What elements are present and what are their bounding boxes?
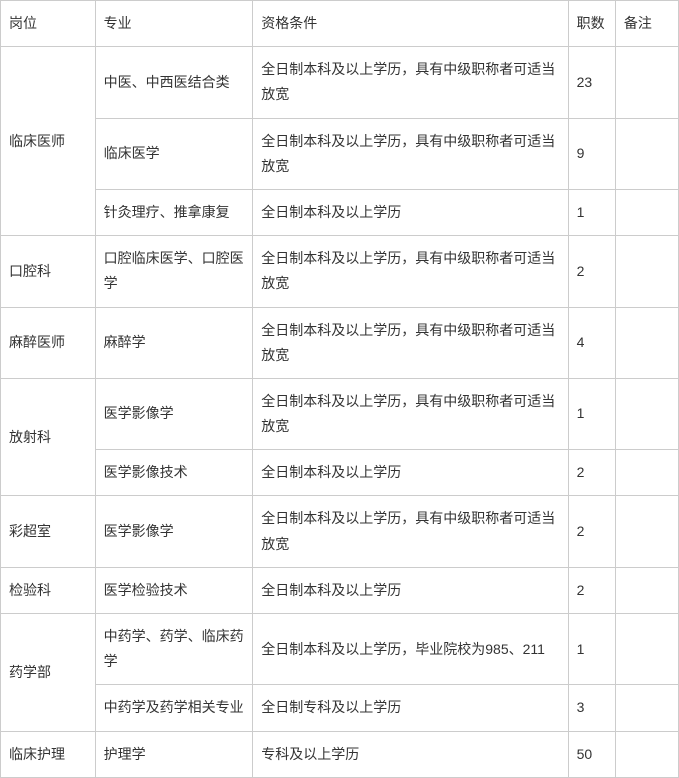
- cell-qualification: 全日制本科及以上学历，具有中级职称者可适当放宽: [253, 118, 568, 189]
- cell-remark: [615, 450, 678, 496]
- cell-major: 医学影像学: [95, 496, 253, 567]
- cell-major: 中药学及药学相关专业: [95, 685, 253, 731]
- cell-remark: [615, 731, 678, 777]
- cell-qualification: 全日制本科及以上学历: [253, 189, 568, 235]
- cell-count: 1: [568, 189, 615, 235]
- recruitment-table: 岗位 专业 资格条件 职数 备注 临床医师中医、中西医结合类全日制本科及以上学历…: [0, 0, 679, 778]
- cell-major: 针灸理疗、推拿康复: [95, 189, 253, 235]
- cell-count: 2: [568, 496, 615, 567]
- cell-count: 2: [568, 236, 615, 307]
- cell-position: 临床医师: [1, 47, 96, 236]
- cell-count: 2: [568, 450, 615, 496]
- cell-major: 中医、中西医结合类: [95, 47, 253, 118]
- cell-count: 2: [568, 567, 615, 613]
- cell-count: 1: [568, 614, 615, 685]
- cell-position: 药学部: [1, 614, 96, 732]
- cell-count: 23: [568, 47, 615, 118]
- cell-count: 9: [568, 118, 615, 189]
- cell-remark: [615, 236, 678, 307]
- table-row: 麻醉医师麻醉学全日制本科及以上学历，具有中级职称者可适当放宽4: [1, 307, 679, 378]
- cell-remark: [615, 307, 678, 378]
- cell-qualification: 全日制本科及以上学历，具有中级职称者可适当放宽: [253, 496, 568, 567]
- cell-qualification: 全日制本科及以上学历，具有中级职称者可适当放宽: [253, 378, 568, 449]
- header-major: 专业: [95, 1, 253, 47]
- cell-count: 4: [568, 307, 615, 378]
- cell-qualification: 全日制本科及以上学历，具有中级职称者可适当放宽: [253, 236, 568, 307]
- cell-qualification: 全日制本科及以上学历: [253, 567, 568, 613]
- cell-position: 口腔科: [1, 236, 96, 307]
- cell-position: 放射科: [1, 378, 96, 496]
- cell-major: 医学影像技术: [95, 450, 253, 496]
- cell-qualification: 全日制本科及以上学历，具有中级职称者可适当放宽: [253, 47, 568, 118]
- cell-remark: [615, 189, 678, 235]
- table-row: 药学部中药学、药学、临床药学全日制本科及以上学历，毕业院校为985、2111: [1, 614, 679, 685]
- cell-position: 彩超室: [1, 496, 96, 567]
- cell-position: 麻醉医师: [1, 307, 96, 378]
- table-row: 检验科医学检验技术全日制本科及以上学历2: [1, 567, 679, 613]
- cell-major: 麻醉学: [95, 307, 253, 378]
- header-position: 岗位: [1, 1, 96, 47]
- cell-major: 口腔临床医学、口腔医学: [95, 236, 253, 307]
- table-row: 放射科医学影像学全日制本科及以上学历，具有中级职称者可适当放宽1: [1, 378, 679, 449]
- table-row: 彩超室医学影像学全日制本科及以上学历，具有中级职称者可适当放宽2: [1, 496, 679, 567]
- cell-position: 检验科: [1, 567, 96, 613]
- cell-qualification: 全日制本科及以上学历: [253, 450, 568, 496]
- cell-remark: [615, 47, 678, 118]
- cell-remark: [615, 685, 678, 731]
- table-body: 临床医师中医、中西医结合类全日制本科及以上学历，具有中级职称者可适当放宽23临床…: [1, 47, 679, 778]
- cell-count: 3: [568, 685, 615, 731]
- table-header-row: 岗位 专业 资格条件 职数 备注: [1, 1, 679, 47]
- header-qualification: 资格条件: [253, 1, 568, 47]
- table-row: 医学影像技术全日制本科及以上学历2: [1, 450, 679, 496]
- table-row: 临床医师中医、中西医结合类全日制本科及以上学历，具有中级职称者可适当放宽23: [1, 47, 679, 118]
- cell-major: 医学影像学: [95, 378, 253, 449]
- cell-count: 50: [568, 731, 615, 777]
- cell-major: 临床医学: [95, 118, 253, 189]
- cell-remark: [615, 378, 678, 449]
- table-row: 针灸理疗、推拿康复全日制本科及以上学历1: [1, 189, 679, 235]
- cell-major: 医学检验技术: [95, 567, 253, 613]
- header-count: 职数: [568, 1, 615, 47]
- cell-position: 临床护理: [1, 731, 96, 777]
- cell-major: 护理学: [95, 731, 253, 777]
- cell-remark: [615, 614, 678, 685]
- table-row: 中药学及药学相关专业全日制专科及以上学历3: [1, 685, 679, 731]
- cell-qualification: 全日制本科及以上学历，具有中级职称者可适当放宽: [253, 307, 568, 378]
- cell-remark: [615, 567, 678, 613]
- table-row: 临床护理护理学专科及以上学历50: [1, 731, 679, 777]
- cell-qualification: 全日制专科及以上学历: [253, 685, 568, 731]
- cell-qualification: 专科及以上学历: [253, 731, 568, 777]
- cell-count: 1: [568, 378, 615, 449]
- cell-remark: [615, 496, 678, 567]
- table-row: 口腔科口腔临床医学、口腔医学全日制本科及以上学历，具有中级职称者可适当放宽2: [1, 236, 679, 307]
- table-row: 临床医学全日制本科及以上学历，具有中级职称者可适当放宽9: [1, 118, 679, 189]
- header-remark: 备注: [615, 1, 678, 47]
- cell-qualification: 全日制本科及以上学历，毕业院校为985、211: [253, 614, 568, 685]
- cell-remark: [615, 118, 678, 189]
- cell-major: 中药学、药学、临床药学: [95, 614, 253, 685]
